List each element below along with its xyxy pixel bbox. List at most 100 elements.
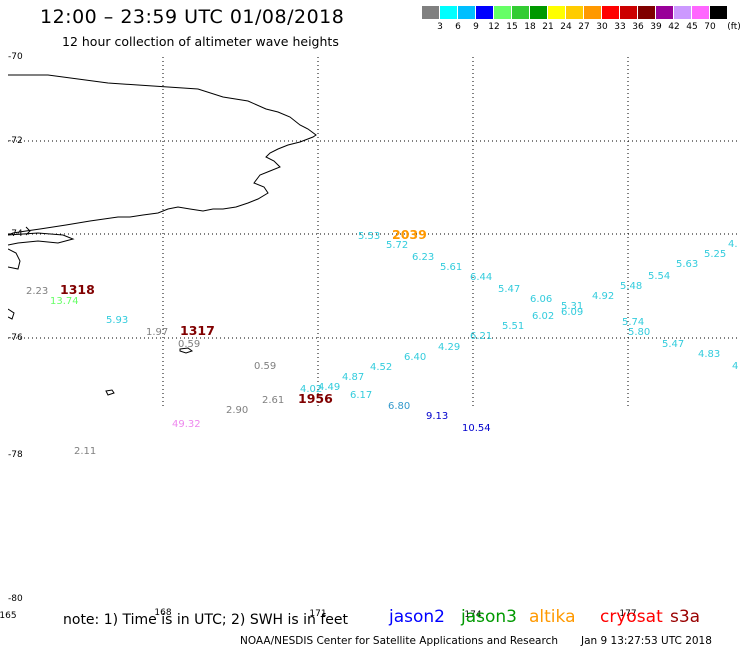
wave-height-value: 6.40 <box>404 352 426 363</box>
coast-inlet <box>25 226 31 236</box>
scale-swatch <box>692 6 710 19</box>
scale-swatch <box>476 6 494 19</box>
wave-height-value: 1318 <box>60 282 95 297</box>
generated-timestamp: Jan 9 13:27:53 UTC 2018 <box>581 635 712 647</box>
scale-label: 70 <box>704 22 716 32</box>
scale-swatch <box>638 6 656 19</box>
wave-height-value: 6.09 <box>561 307 583 318</box>
wave-height-value: 1956 <box>298 391 333 406</box>
scale-swatch <box>656 6 674 19</box>
wave-height-value: 2.23 <box>26 286 48 297</box>
scale-label: 18 <box>524 22 536 32</box>
coast-fragment-2 <box>7 308 15 320</box>
wave-height-value: 1317 <box>180 323 215 338</box>
wave-height-value: 4.52 <box>370 362 392 373</box>
wave-height-value: 5.51 <box>502 321 524 332</box>
coastline <box>7 74 317 396</box>
scale-swatch <box>422 6 440 19</box>
wave-height-value: 2.61 <box>262 395 284 406</box>
wave-height-value: 5.80 <box>628 327 650 338</box>
wave-height-value: 5.93 <box>106 315 128 326</box>
wave-height-map: 5.53 2039 5.72 6.23 5.61 6.44 5.47 6.06 5.31 6.09… <box>0 52 740 621</box>
scale-label: 3 <box>437 22 443 32</box>
longitude-label: 168 <box>154 608 172 618</box>
scale-label: 27 <box>578 22 590 32</box>
footnote: note: 1) Time is in UTC; 2) SWH is in fe… <box>63 612 349 628</box>
wave-height-value: 4. <box>728 239 738 250</box>
wave-height-value: 9.13 <box>426 411 448 422</box>
satellite-legend-item: altika <box>529 607 576 627</box>
wave-height-value: 2039 <box>392 227 427 242</box>
wave-height-value: 5.48 <box>620 281 642 292</box>
longitude-label: 177 <box>619 609 637 619</box>
wave-height-value: 1.97 <box>146 327 168 338</box>
wave-height-value: 5.47 <box>498 284 520 295</box>
wave-height-value: 4.49 <box>318 382 340 393</box>
scale-unit: (ft) <box>727 22 740 32</box>
wave-height-value: 13.74 <box>50 296 79 307</box>
wave-height-value: 6.23 <box>412 252 434 263</box>
scale-swatch <box>512 6 530 19</box>
wave-height-value: 5.54 <box>648 271 670 282</box>
color-scale-bar <box>422 6 728 19</box>
color-scale-labels: 3 6 9 12 15 18 21 24 27 30 33 36 39 42 45 70 (ft) <box>422 22 740 34</box>
antarctic-coastline <box>7 74 317 236</box>
scale-label: 42 <box>668 22 680 32</box>
island-1 <box>179 347 194 354</box>
credit-line: NOAA/NESDIS Center for Satellite Applica… <box>240 635 558 647</box>
wave-height-value: 5.53 <box>358 231 380 242</box>
scale-label: 24 <box>560 22 572 32</box>
latitude-label: -72 <box>8 136 23 146</box>
longitude-label: 171 <box>309 609 327 619</box>
scale-swatch <box>584 6 602 19</box>
wave-height-value: 5.72 <box>386 240 408 251</box>
wave-height-value: 5.31 <box>561 301 583 312</box>
scale-swatch <box>548 6 566 19</box>
scale-swatch <box>530 6 548 19</box>
wave-height-value: 4.83 <box>698 349 720 360</box>
wave-height-value: 10.54 <box>462 423 491 434</box>
scale-label: 39 <box>650 22 662 32</box>
satellite-legend-item: jason2 <box>389 607 445 627</box>
coast-fragment <box>7 248 21 270</box>
scale-swatch <box>710 6 728 19</box>
scale-swatch <box>458 6 476 19</box>
wave-height-value: 5.47 <box>662 339 684 350</box>
scale-swatch <box>674 6 692 19</box>
wave-height-value: 5.61 <box>440 262 462 273</box>
satellite-legend-item: s3a <box>670 607 701 627</box>
wave-height-value: 0.59 <box>178 339 200 350</box>
scale-swatch <box>566 6 584 19</box>
scale-swatch <box>494 6 512 19</box>
wave-height-value: 4.92 <box>592 291 614 302</box>
scale-label: 15 <box>506 22 518 32</box>
scale-label: 9 <box>473 22 479 32</box>
scale-label: 33 <box>614 22 626 32</box>
scale-label: 36 <box>632 22 644 32</box>
wave-height-value: 4 <box>732 361 738 372</box>
wave-height-value: 2.90 <box>226 405 248 416</box>
wave-height-value: 6.06 <box>530 294 552 305</box>
latitude-label: -76 <box>8 333 23 343</box>
scale-label: 45 <box>686 22 698 32</box>
satellite-legend-item: jason3 <box>461 607 517 627</box>
wave-height-value: 4.02 <box>300 384 322 395</box>
wave-height-value: 5.63 <box>676 259 698 270</box>
wave-height-value: 4.29 <box>438 342 460 353</box>
latitude-label: -78 <box>8 450 23 460</box>
satellite-legend-item: cryosat <box>600 607 663 627</box>
chart-subtitle: 12 hour collection of altimeter wave hei… <box>62 34 339 49</box>
longitude-label: 174 <box>464 610 482 620</box>
wave-height-value: 6.80 <box>388 401 410 412</box>
latitude-label: -74 <box>8 229 23 239</box>
ice-tongue <box>7 232 75 246</box>
wave-height-value: 6.21 <box>470 331 492 342</box>
chart-title: 12:00 – 23:59 UTC 01/08/2018 <box>40 6 345 28</box>
wave-height-value: 4.87 <box>342 372 364 383</box>
scale-label: 12 <box>488 22 500 32</box>
longitude-label: 165 <box>0 611 17 621</box>
wave-height-value: 5.74 <box>622 317 644 328</box>
scale-label: 30 <box>596 22 608 32</box>
